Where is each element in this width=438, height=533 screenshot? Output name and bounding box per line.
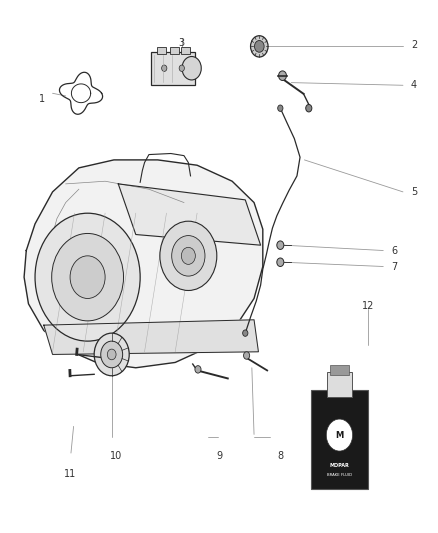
Circle shape [243, 330, 248, 336]
Circle shape [195, 366, 201, 373]
Text: 7: 7 [391, 262, 397, 271]
Circle shape [279, 71, 286, 80]
Text: 6: 6 [391, 246, 397, 255]
Circle shape [278, 105, 283, 111]
Circle shape [179, 65, 184, 71]
Circle shape [181, 247, 195, 264]
Circle shape [162, 65, 167, 71]
Polygon shape [24, 160, 263, 368]
Circle shape [244, 352, 250, 359]
Circle shape [35, 213, 140, 341]
Circle shape [306, 104, 312, 112]
FancyBboxPatch shape [327, 373, 352, 397]
FancyBboxPatch shape [311, 390, 368, 489]
Text: 3: 3 [179, 38, 185, 47]
Text: 8: 8 [277, 451, 283, 461]
Text: 2: 2 [411, 41, 417, 50]
Circle shape [277, 258, 284, 266]
FancyBboxPatch shape [157, 47, 166, 54]
Text: BRAKE FLUID: BRAKE FLUID [327, 473, 352, 477]
Circle shape [101, 341, 123, 368]
Text: 11: 11 [64, 470, 76, 479]
Circle shape [251, 36, 268, 57]
Text: 10: 10 [110, 451, 122, 461]
Text: 9: 9 [216, 451, 222, 461]
Circle shape [326, 419, 353, 451]
FancyBboxPatch shape [181, 47, 190, 54]
Circle shape [70, 256, 105, 298]
FancyBboxPatch shape [330, 365, 349, 376]
FancyBboxPatch shape [152, 52, 194, 85]
Circle shape [94, 333, 129, 376]
Circle shape [182, 56, 201, 80]
Polygon shape [44, 320, 258, 354]
Circle shape [107, 349, 116, 360]
Circle shape [254, 41, 264, 52]
Text: 5: 5 [411, 187, 417, 197]
Text: M: M [336, 431, 343, 440]
Circle shape [52, 233, 124, 321]
Text: 1: 1 [39, 94, 45, 103]
Circle shape [172, 236, 205, 276]
Polygon shape [118, 184, 261, 245]
Text: 4: 4 [411, 80, 417, 90]
Text: MOPAR: MOPAR [329, 463, 350, 469]
Text: 12: 12 [362, 302, 374, 311]
Circle shape [160, 221, 217, 290]
FancyBboxPatch shape [170, 47, 179, 54]
Circle shape [277, 241, 284, 249]
